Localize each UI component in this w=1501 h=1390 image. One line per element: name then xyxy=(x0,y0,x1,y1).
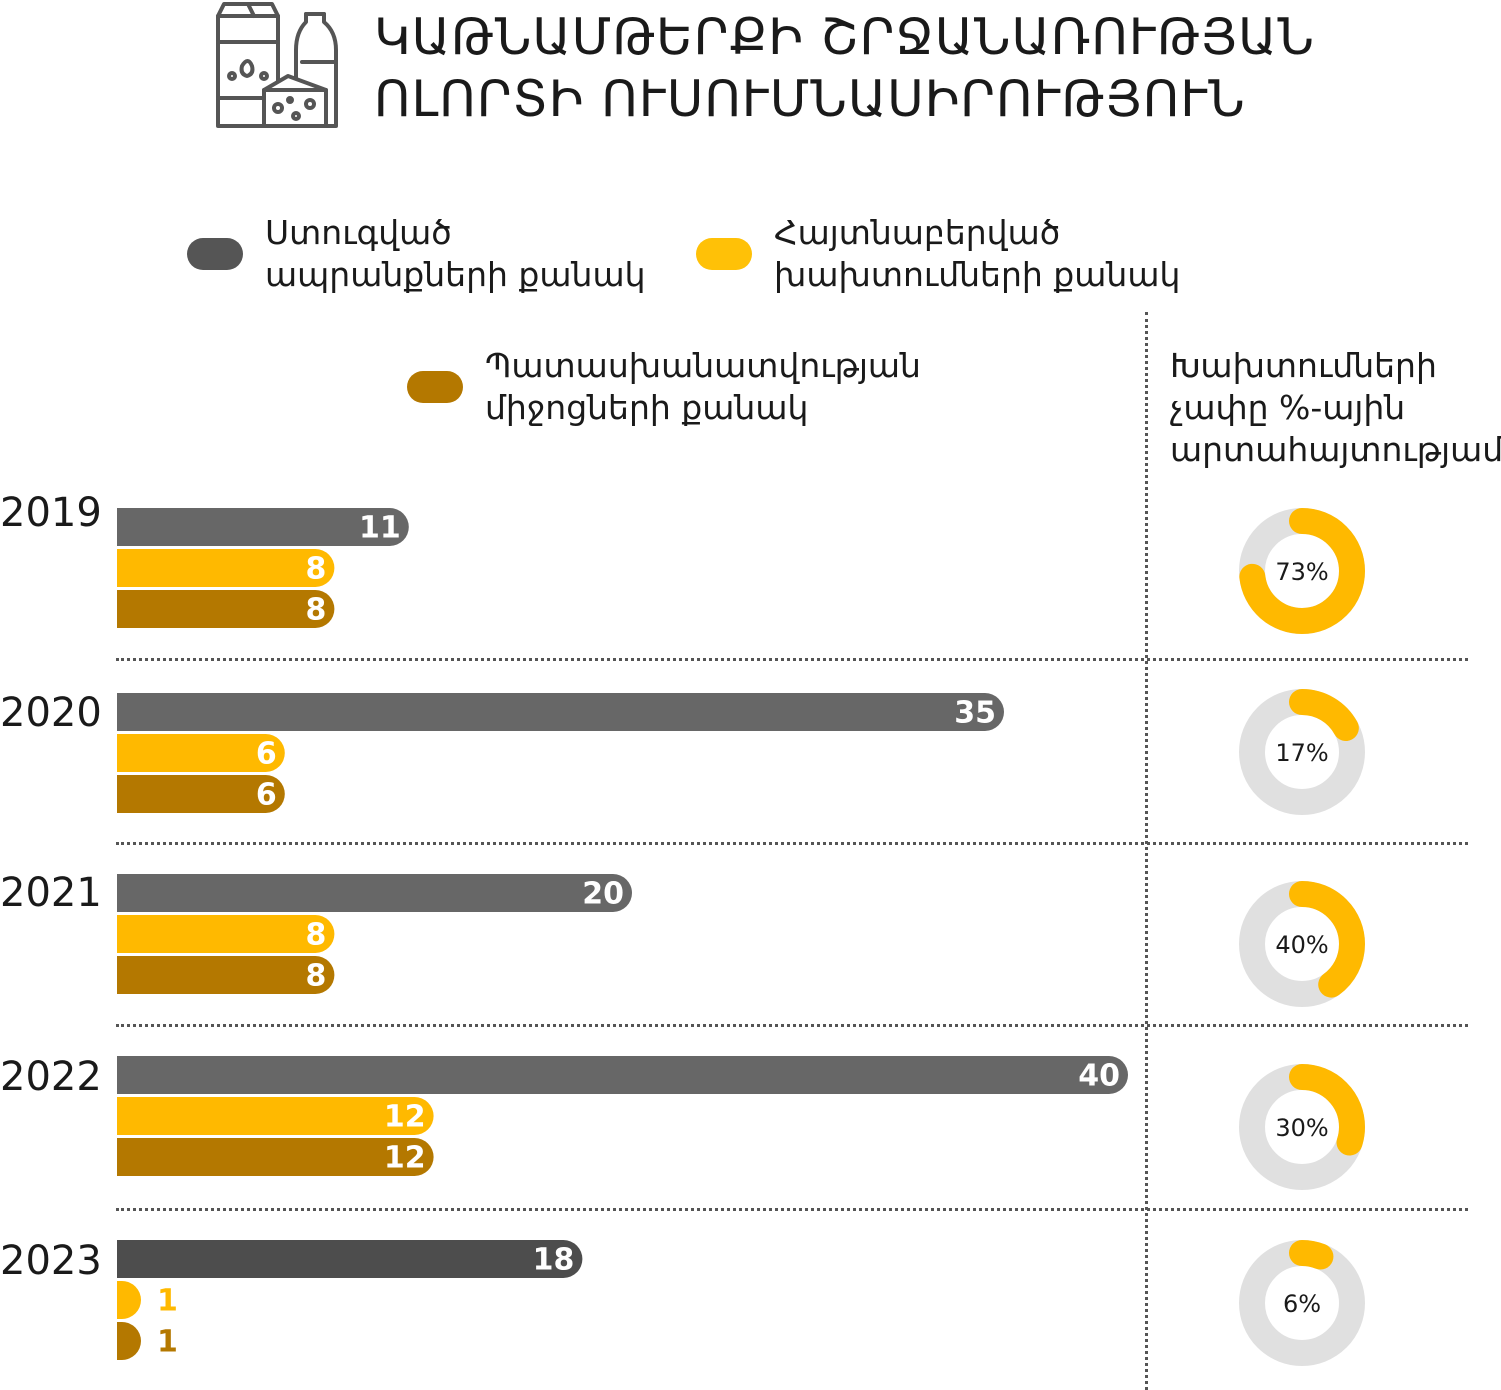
dairy-products-icon xyxy=(212,2,342,130)
year-label: 2021 xyxy=(0,870,102,916)
legend-swatch-liability xyxy=(407,371,463,403)
donut-segment xyxy=(1239,881,1365,1007)
column-divider xyxy=(1145,312,1148,1390)
title-line-1: ԿԱԹՆԱՄԹԵՐՔԻ ՇՐՋԱՆԱՌՈՒԹՅԱՆ xyxy=(374,8,1315,66)
bar-value-label: 8 xyxy=(306,959,327,994)
bar-violations xyxy=(117,549,335,587)
year-label: 2020 xyxy=(0,690,102,736)
donut-percent-label: 30% xyxy=(1275,1114,1328,1142)
bar-received xyxy=(117,693,1004,731)
bar-liability xyxy=(117,590,335,628)
bar-received xyxy=(117,508,409,546)
legend-item-received: Ստուգված ապրանքների քանակ xyxy=(187,212,646,296)
legend-swatch-received xyxy=(187,238,243,270)
donut-percent-label: 73% xyxy=(1275,558,1328,586)
bar-violations xyxy=(117,1097,434,1135)
legend-swatch-violations xyxy=(696,238,752,270)
row-separator xyxy=(116,1208,1468,1211)
legend-item-liability: Պատասխանատվության միջոցների քանակ xyxy=(407,345,921,429)
donut-percent-label: 6% xyxy=(1283,1290,1321,1318)
bar-violations xyxy=(117,915,335,953)
bar-value-label: 6 xyxy=(256,778,277,813)
bar-value-label: 20 xyxy=(582,877,624,912)
bar-liability xyxy=(117,1138,434,1176)
row-separator xyxy=(116,1024,1468,1027)
bar-value-label: 8 xyxy=(306,918,327,953)
donut-segment xyxy=(1239,1240,1365,1366)
bar-received xyxy=(117,1240,583,1278)
bar-value-label: 8 xyxy=(306,593,327,628)
bar-violations xyxy=(117,734,285,772)
donut-percent-label: 17% xyxy=(1275,739,1328,767)
bar-received xyxy=(117,874,632,912)
bar-value-label: 40 xyxy=(1078,1059,1120,1094)
bar-violations xyxy=(117,1281,141,1319)
title-line-2: ՈԼՈՐՏԻ ՈՒՍՈՒՄՆԱՍԻՐՈՒԹՅՈՒՆ xyxy=(374,70,1246,128)
donut-percent-label: 40% xyxy=(1275,931,1328,959)
bar-liability xyxy=(117,775,285,813)
percent-column-header: Խախտումների չափը %-ային արտահայտությամբ xyxy=(1170,346,1501,469)
bar-value-label: 35 xyxy=(954,696,996,731)
bar-value-label: 8 xyxy=(306,552,327,587)
bar-value-label: 18 xyxy=(533,1243,575,1278)
row-separator xyxy=(116,658,1468,661)
legend-item-violations: Հայտնաբերված խախտումների քանակ xyxy=(696,212,1180,296)
bar-liability xyxy=(117,956,335,994)
bar-received xyxy=(117,1056,1128,1094)
bar-value-label: 6 xyxy=(256,737,277,772)
row-separator xyxy=(116,842,1468,845)
bar-value-label: 11 xyxy=(359,511,401,546)
bar-value-label: 1 xyxy=(157,1284,178,1319)
year-label: 2019 xyxy=(0,490,102,536)
legend-label-liability: Պատասխանատվության միջոցների քանակ xyxy=(485,346,921,427)
legend-label-violations: Հայտնաբերված խախտումների քանակ xyxy=(774,213,1181,294)
donut-segment xyxy=(1239,1064,1365,1190)
donut-segment xyxy=(1239,689,1365,815)
bar-liability xyxy=(117,1322,141,1360)
bar-value-label: 1 xyxy=(157,1325,178,1360)
year-label: 2022 xyxy=(0,1054,102,1100)
year-label: 2023 xyxy=(0,1238,102,1284)
donut-segment xyxy=(1239,508,1365,634)
bar-value-label: 12 xyxy=(384,1100,426,1135)
page-title: ԿԱԹՆԱՄԹԵՐՔԻ ՇՐՋԱՆԱՌՈՒԹՅԱՆ ՈԼՈՐՏԻ ՈՒՍՈՒՄՆ… xyxy=(374,6,1315,130)
legend-label-received: Ստուգված ապրանքների քանակ xyxy=(265,213,646,294)
bar-value-label: 12 xyxy=(384,1141,426,1176)
